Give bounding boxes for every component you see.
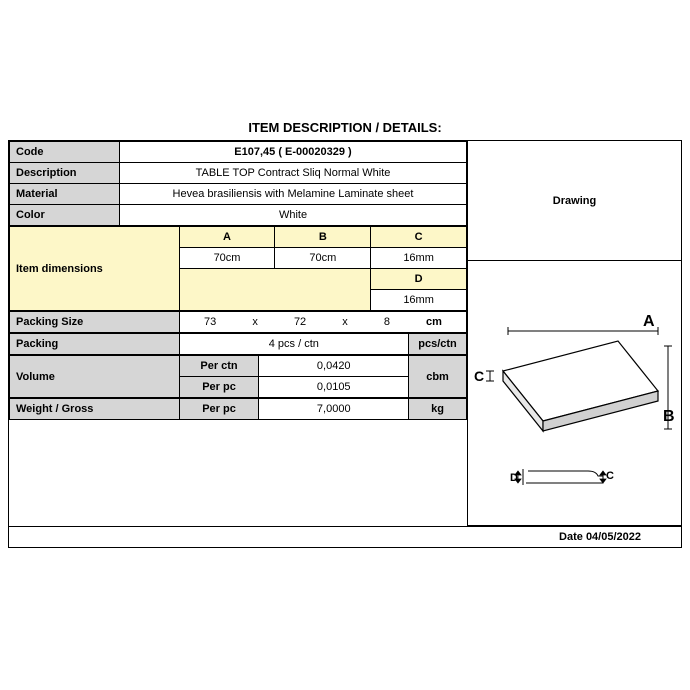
drawing-label-b: B	[663, 408, 675, 425]
vol-unit: cbm	[409, 356, 467, 398]
top-table: Code E107,45 ( E-00020329 ) Description …	[9, 141, 467, 226]
drawing-label-c: C	[474, 368, 484, 384]
label-description: Description	[10, 163, 120, 184]
dim-blank	[179, 269, 371, 311]
dim-header-b: B	[275, 227, 371, 248]
packing-unit: pcs/ctn	[409, 334, 467, 355]
dim-header-d: D	[371, 269, 467, 290]
pack-h: 8	[384, 316, 390, 328]
dim-a: 70cm	[179, 248, 275, 269]
spec-sheet: Code E107,45 ( E-00020329 ) Description …	[8, 140, 682, 548]
vol-perpc: 0,0105	[259, 377, 409, 398]
label-volume: Volume	[10, 356, 180, 398]
value-material: Hevea brasiliensis with Melamine Laminat…	[120, 184, 467, 205]
date-prefix: Date	[559, 531, 583, 543]
weight-perpc-label: Per pc	[179, 399, 259, 420]
pack-l: 73	[204, 316, 216, 328]
label-code: Code	[10, 142, 120, 163]
volume-table: Volume Per ctn 0,0420 cbm Per pc 0,0105	[9, 355, 467, 398]
label-weight: Weight / Gross	[10, 399, 180, 420]
page: ITEM DESCRIPTION / DETAILS: Code E107,45…	[0, 0, 690, 690]
drawing-svg: A B C	[468, 261, 682, 526]
pack-w: 72	[294, 316, 306, 328]
pack-x1: x	[252, 316, 258, 328]
packing-value: 4 pcs / ctn	[179, 334, 408, 355]
label-item-dimensions: Item dimensions	[10, 227, 180, 311]
date-row: Date 04/05/2022	[9, 526, 681, 547]
label-color: Color	[10, 205, 120, 226]
packing-size-value: 73 x 72 x 8 cm	[180, 312, 467, 333]
left-panel: Code E107,45 ( E-00020329 ) Description …	[9, 141, 467, 526]
right-panel: Drawing	[467, 141, 681, 526]
pack-x2: x	[342, 316, 348, 328]
drawing-body: A B C	[468, 261, 681, 526]
label-material: Material	[10, 184, 120, 205]
weight-unit: kg	[409, 399, 467, 420]
value-description: TABLE TOP Contract Sliq Normal White	[120, 163, 467, 184]
weight-perpc: 7,0000	[259, 399, 409, 420]
date-value: 04/05/2022	[586, 531, 641, 543]
drawing-header: Drawing	[468, 141, 681, 261]
dim-b: 70cm	[275, 248, 371, 269]
label-packing-size: Packing Size	[10, 312, 180, 333]
label-packing: Packing	[10, 334, 180, 355]
value-color: White	[120, 205, 467, 226]
dim-header-c: C	[371, 227, 467, 248]
packing-table: Packing 4 pcs / ctn pcs/ctn	[9, 333, 467, 355]
drawing-label-c2: C	[606, 470, 614, 482]
vol-perctn: 0,0420	[259, 356, 409, 377]
weight-table: Weight / Gross Per pc 7,0000 kg	[9, 398, 467, 420]
dim-header-a: A	[179, 227, 275, 248]
dimensions-table: Item dimensions A B C 70cm 70cm 16mm D	[9, 226, 467, 311]
dim-c: 16mm	[371, 248, 467, 269]
drawing-label-a: A	[643, 313, 655, 330]
packing-size-table: Packing Size 73 x 72 x 8 cm	[9, 311, 467, 333]
value-code: E107,45 ( E-00020329 )	[120, 142, 467, 163]
page-title: ITEM DESCRIPTION / DETAILS:	[0, 120, 690, 135]
dim-d: 16mm	[371, 290, 467, 311]
pack-unit: cm	[426, 316, 442, 328]
vol-perpc-label: Per pc	[179, 377, 259, 398]
vol-perctn-label: Per ctn	[179, 356, 259, 377]
